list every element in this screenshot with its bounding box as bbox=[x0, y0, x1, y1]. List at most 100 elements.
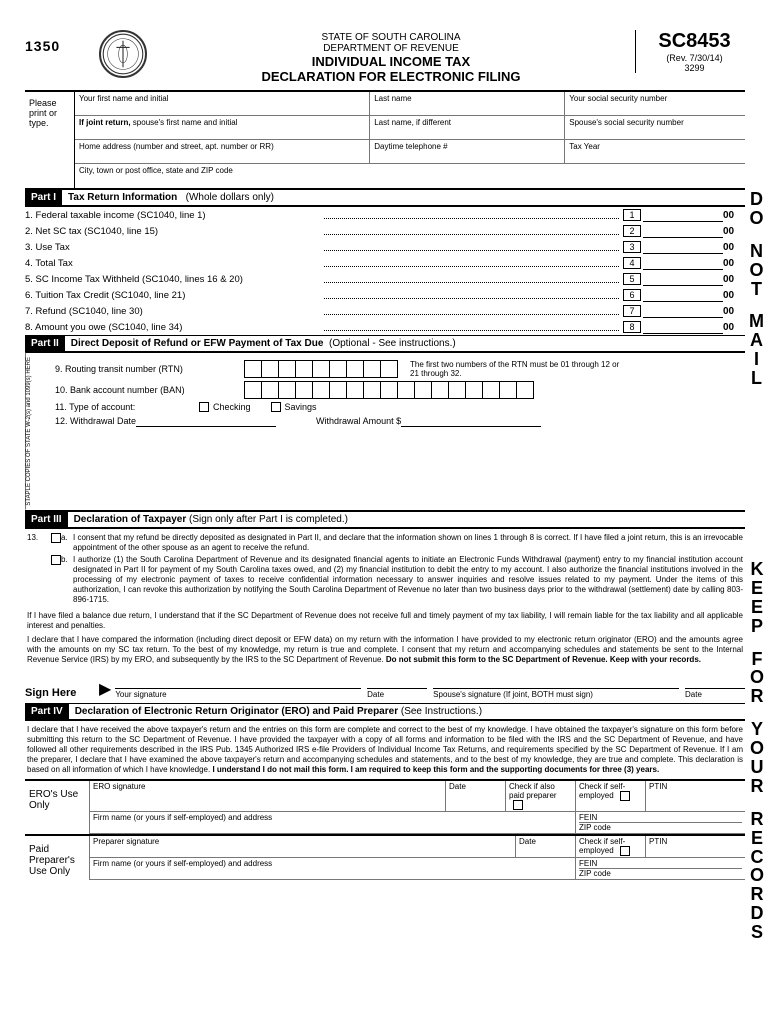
part1-sub: (Whole dollars only) bbox=[186, 192, 274, 203]
dept-line: DEPARTMENT OF REVENUE bbox=[147, 43, 635, 54]
part4-header: Part IV Declaration of Electronic Return… bbox=[25, 703, 745, 721]
state-seal-icon bbox=[99, 30, 147, 78]
ero-chk1: Check if also paid preparer bbox=[505, 781, 575, 811]
prep-fein-label[interactable]: FEIN bbox=[579, 859, 742, 868]
title-line-1: INDIVIDUAL INCOME TAX bbox=[147, 54, 635, 69]
part3-para2: I declare that I have compared the infor… bbox=[27, 635, 743, 665]
spouse-ssn-label[interactable]: Spouse's social security number bbox=[565, 116, 745, 139]
your-signature-label[interactable]: Your signature bbox=[115, 688, 361, 699]
spouse-last-label[interactable]: Last name, if different bbox=[370, 116, 565, 139]
preparer-table: Paid Preparer's Use Only Preparer signat… bbox=[25, 834, 745, 880]
opt-a-text: I consent that my refund be directly dep… bbox=[73, 533, 743, 553]
form-rev: (Rev. 7/30/14) bbox=[644, 53, 745, 63]
prep-chk2: Check if self-employed bbox=[575, 836, 645, 857]
line-2-value[interactable] bbox=[643, 224, 723, 238]
form-subcode: 3299 bbox=[644, 63, 745, 73]
part1-lines: 1. Federal taxable income (SC1040, line … bbox=[25, 207, 745, 335]
part2-title: Direct Deposit of Refund or EFW Payment … bbox=[71, 338, 324, 349]
part2-body: STAPLE COPIES OF STATE W-2(s) and 1099(s… bbox=[25, 353, 745, 511]
margin-do-not-mail: DO NOT MAIL bbox=[749, 190, 766, 388]
line-8-value[interactable] bbox=[643, 320, 723, 334]
prep-sig-label[interactable]: Preparer signature bbox=[89, 836, 515, 857]
withdrawal-date-field[interactable] bbox=[136, 415, 276, 427]
part3-bar: Part III bbox=[25, 512, 68, 528]
part1-header: Part I Tax Return Information (Whole dol… bbox=[25, 189, 745, 207]
part2-header: Part II Direct Deposit of Refund or EFW … bbox=[25, 335, 745, 353]
prep-date-label[interactable]: Date bbox=[515, 836, 575, 857]
item-13-num: 13. bbox=[27, 533, 47, 607]
prep-firm-label[interactable]: Firm name (or yours if self-employed) an… bbox=[89, 858, 575, 879]
ero-sig-label[interactable]: ERO signature bbox=[89, 781, 445, 811]
margin-keep-records: KEEP FOR YOUR RECORDS bbox=[750, 560, 766, 942]
ban-boxes[interactable] bbox=[245, 381, 534, 399]
rtn-boxes[interactable] bbox=[245, 360, 398, 378]
line-3-value[interactable] bbox=[643, 240, 723, 254]
part4-bar: Part IV bbox=[25, 704, 69, 720]
part1-line-7: 7. Refund (SC1040, line 30)700 bbox=[25, 303, 745, 319]
title-line-2: DECLARATION FOR ELECTRONIC FILING bbox=[147, 69, 635, 84]
last-name-label[interactable]: Last name bbox=[370, 92, 565, 115]
line-7-value[interactable] bbox=[643, 304, 723, 318]
part1-line-2: 2. Net SC tax (SC1040, line 15)200 bbox=[25, 223, 745, 239]
line-5-value[interactable] bbox=[643, 272, 723, 286]
part4-sub: (See Instructions.) bbox=[401, 706, 482, 717]
address-label[interactable]: Home address (number and street, apt. nu… bbox=[75, 140, 370, 163]
part3-para1: If I have filed a balance due return, I … bbox=[27, 611, 743, 631]
also-paid-checkbox[interactable] bbox=[513, 800, 523, 810]
form-id-block: SC8453 (Rev. 7/30/14) 3299 bbox=[635, 30, 745, 73]
staple-label: STAPLE COPIES OF STATE W-2(s) and 1099(s… bbox=[25, 353, 49, 510]
ero-chk2: Check if self-employed bbox=[575, 781, 645, 811]
part1-line-6: 6. Tuition Tax Credit (SC1040, line 21)6… bbox=[25, 287, 745, 303]
savings-label: Savings bbox=[285, 402, 317, 412]
taxpayer-grid: Please print or type. Your first name an… bbox=[25, 92, 745, 189]
sig-date-label[interactable]: Date bbox=[367, 688, 427, 699]
part4-title: Declaration of Electronic Return Origina… bbox=[75, 706, 398, 717]
spouse-first-label[interactable]: If joint return, If joint return, spouse… bbox=[75, 116, 370, 139]
opt-b-label: b. bbox=[61, 555, 73, 605]
withdrawal-amt-label: Withdrawal Amount $ bbox=[316, 416, 401, 426]
first-name-label[interactable]: Your first name and initial bbox=[75, 92, 370, 115]
opt-a-checkbox[interactable] bbox=[51, 533, 61, 543]
ero-fein-label[interactable]: FEIN bbox=[579, 813, 742, 822]
ero-table: ERO's Use Only ERO signature Date Check … bbox=[25, 779, 745, 834]
sign-row: Sign Here ▶ Your signature Date Spouse's… bbox=[25, 671, 745, 699]
part1-line-3: 3. Use Tax300 bbox=[25, 239, 745, 255]
withdrawal-amt-field[interactable] bbox=[401, 415, 541, 427]
opt-b-checkbox[interactable] bbox=[51, 555, 61, 565]
part1-title: Tax Return Information bbox=[68, 192, 177, 203]
line-6-value[interactable] bbox=[643, 288, 723, 302]
prep-self-emp-checkbox[interactable] bbox=[620, 846, 630, 856]
city-label[interactable]: City, town or post office, state and ZIP… bbox=[75, 164, 745, 188]
spouse-signature-label[interactable]: Spouse's signature (If joint, BOTH must … bbox=[433, 688, 679, 699]
part1-line-5: 5. SC Income Tax Withheld (SC1040, lines… bbox=[25, 271, 745, 287]
title-block: STATE OF SOUTH CAROLINA DEPARTMENT OF RE… bbox=[147, 30, 635, 86]
ero-zip-label[interactable]: ZIP code bbox=[579, 822, 742, 832]
part1-line-4: 4. Total Tax400 bbox=[25, 255, 745, 271]
tax-year-label[interactable]: Tax Year bbox=[565, 140, 745, 163]
declaration-13: 13. a.I consent that my refund be direct… bbox=[27, 533, 743, 607]
part3-header: Part III Declaration of Taxpayer (Sign o… bbox=[25, 511, 745, 529]
part2-sub: (Optional - See instructions.) bbox=[329, 338, 456, 349]
sign-caret-icon: ▶ bbox=[95, 679, 115, 699]
savings-checkbox[interactable] bbox=[271, 402, 281, 412]
line-4-value[interactable] bbox=[643, 256, 723, 270]
part1-line-8: 8. Amount you owe (SC1040, line 34)800 bbox=[25, 319, 745, 335]
line-1-value[interactable] bbox=[643, 208, 723, 222]
ban-label: 10. Bank account number (BAN) bbox=[55, 385, 245, 395]
prep-zip-label[interactable]: ZIP code bbox=[579, 868, 742, 878]
opt-a-label: a. bbox=[61, 533, 73, 553]
ssn-label[interactable]: Your social security number bbox=[565, 92, 745, 115]
spouse-date-label[interactable]: Date bbox=[685, 688, 745, 699]
ero-firm-label[interactable]: Firm name (or yours if self-employed) an… bbox=[89, 812, 575, 833]
state-line: STATE OF SOUTH CAROLINA bbox=[147, 32, 635, 43]
phone-label[interactable]: Daytime telephone # bbox=[370, 140, 565, 163]
prep-ptin-label[interactable]: PTIN bbox=[645, 836, 745, 857]
self-emp-checkbox[interactable] bbox=[620, 791, 630, 801]
opt-b-text: I authorize (1) the South Carolina Depar… bbox=[73, 555, 743, 605]
part1-bar: Part I bbox=[25, 190, 62, 206]
ero-date-label[interactable]: Date bbox=[445, 781, 505, 811]
ero-ptin-label[interactable]: PTIN bbox=[645, 781, 745, 811]
withdrawal-date-label: 12. Withdrawal Date bbox=[55, 416, 136, 426]
checking-checkbox[interactable] bbox=[199, 402, 209, 412]
form-header: 1350 STATE OF SOUTH CAROLINA DEPARTMENT … bbox=[25, 30, 745, 86]
